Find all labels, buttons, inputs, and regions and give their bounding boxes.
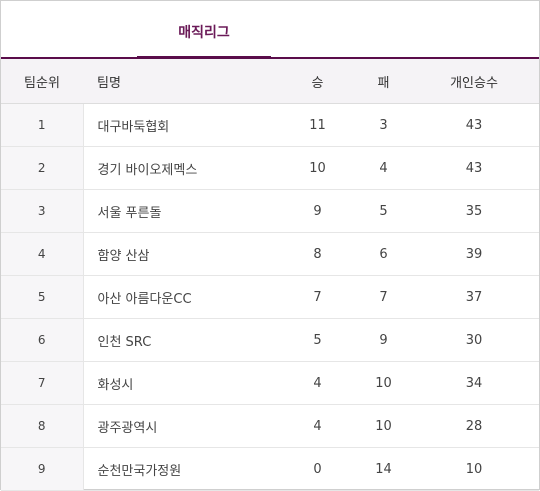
rank-cell: 6 [1,318,84,362]
individual-wins-cell: 39 [409,232,539,276]
losses-cell: 4 [358,146,409,190]
tab-bar-divider [1,57,539,59]
wins-cell: 5 [277,318,358,362]
individual-wins-cell: 37 [409,275,539,319]
column-header-losses: 패 [358,59,409,104]
individual-wins-cell: 28 [409,404,539,448]
wins-cell: 8 [277,232,358,276]
rank-cell: 4 [1,232,84,276]
column-header-wins: 승 [277,59,358,104]
team-name-cell: 대구바둑협회 [83,103,277,147]
rank-cell: 9 [1,447,84,491]
tab-magic-league[interactable]: 매직리그 [137,1,271,59]
losses-cell: 5 [358,189,409,233]
wins-cell: 0 [277,447,358,491]
rank-cell: 5 [1,275,84,319]
table-row: 2 경기 바이오제멕스 10 4 43 [1,146,539,190]
rank-cell: 1 [1,103,84,147]
individual-wins-cell: 30 [409,318,539,362]
losses-cell: 3 [358,103,409,147]
table-row: 8 광주광역시 4 10 28 [1,404,539,448]
wins-cell: 11 [277,103,358,147]
column-header-team: 팀명 [83,59,277,104]
table-row: 7 화성시 4 10 34 [1,361,539,405]
losses-cell: 9 [358,318,409,362]
column-header-individual-wins: 개인승수 [409,59,539,104]
wins-cell: 10 [277,146,358,190]
table-row: 9 순천만국가정원 0 14 10 [1,447,539,491]
tab-label: 매직리그 [178,25,230,41]
losses-cell: 14 [358,447,409,491]
rank-cell: 7 [1,361,84,405]
team-name-cell: 인천 SRC [83,318,277,362]
team-name-cell: 화성시 [83,361,277,405]
table-row: 6 인천 SRC 5 9 30 [1,318,539,362]
header-row: 팀순위 팀명 승 패 개인승수 [1,59,539,104]
table-row: 3 서울 푸른돌 9 5 35 [1,189,539,233]
individual-wins-cell: 34 [409,361,539,405]
losses-cell: 6 [358,232,409,276]
losses-cell: 10 [358,361,409,405]
wins-cell: 4 [277,361,358,405]
rank-cell: 8 [1,404,84,448]
team-name-cell: 함양 산삼 [83,232,277,276]
individual-wins-cell: 43 [409,103,539,147]
column-header-rank: 팀순위 [1,59,83,104]
team-name-cell: 경기 바이오제멕스 [83,146,277,190]
team-name-cell: 아산 아름다운CC [83,275,277,319]
wins-cell: 7 [277,275,358,319]
table-row: 5 아산 아름다운CC 7 7 37 [1,275,539,319]
team-name-cell: 순천만국가정원 [83,447,277,491]
standings-table: 팀순위 팀명 승 패 개인승수 1 대구바둑협회 11 3 43 2 경기 바이… [1,59,539,491]
tab-bar: 매직리그 [1,1,539,59]
team-name-cell: 광주광역시 [83,404,277,448]
table-row: 1 대구바둑협회 11 3 43 [1,103,539,147]
rank-cell: 3 [1,189,84,233]
wins-cell: 4 [277,404,358,448]
individual-wins-cell: 10 [409,447,539,491]
losses-cell: 10 [358,404,409,448]
individual-wins-cell: 43 [409,146,539,190]
individual-wins-cell: 35 [409,189,539,233]
team-name-cell: 서울 푸른돌 [83,189,277,233]
table-row: 4 함양 산삼 8 6 39 [1,232,539,276]
rank-cell: 2 [1,146,84,190]
standings-body: 1 대구바둑협회 11 3 43 2 경기 바이오제멕스 10 4 43 3 서… [1,103,539,491]
wins-cell: 9 [277,189,358,233]
losses-cell: 7 [358,275,409,319]
